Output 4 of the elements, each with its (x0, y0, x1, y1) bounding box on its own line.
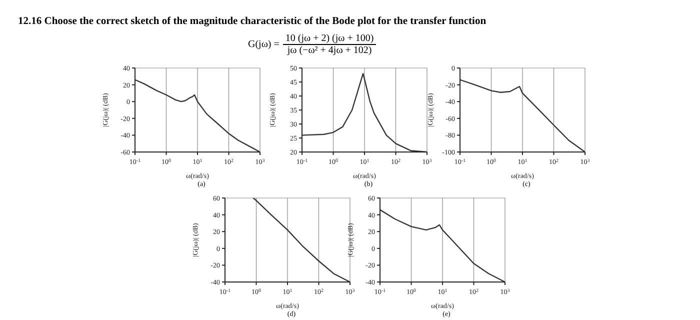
text: 12.16 Choose the correct sketch of the magnitude characteristic of the Bode plot for the transfer function (18, 16, 488, 27)
text: 10 (jω + 2) (jω + 100) (283, 33, 376, 45)
text: jω (−ω² + 4jω + 102) (286, 45, 373, 56)
text: G(jω) = (248, 39, 280, 50)
